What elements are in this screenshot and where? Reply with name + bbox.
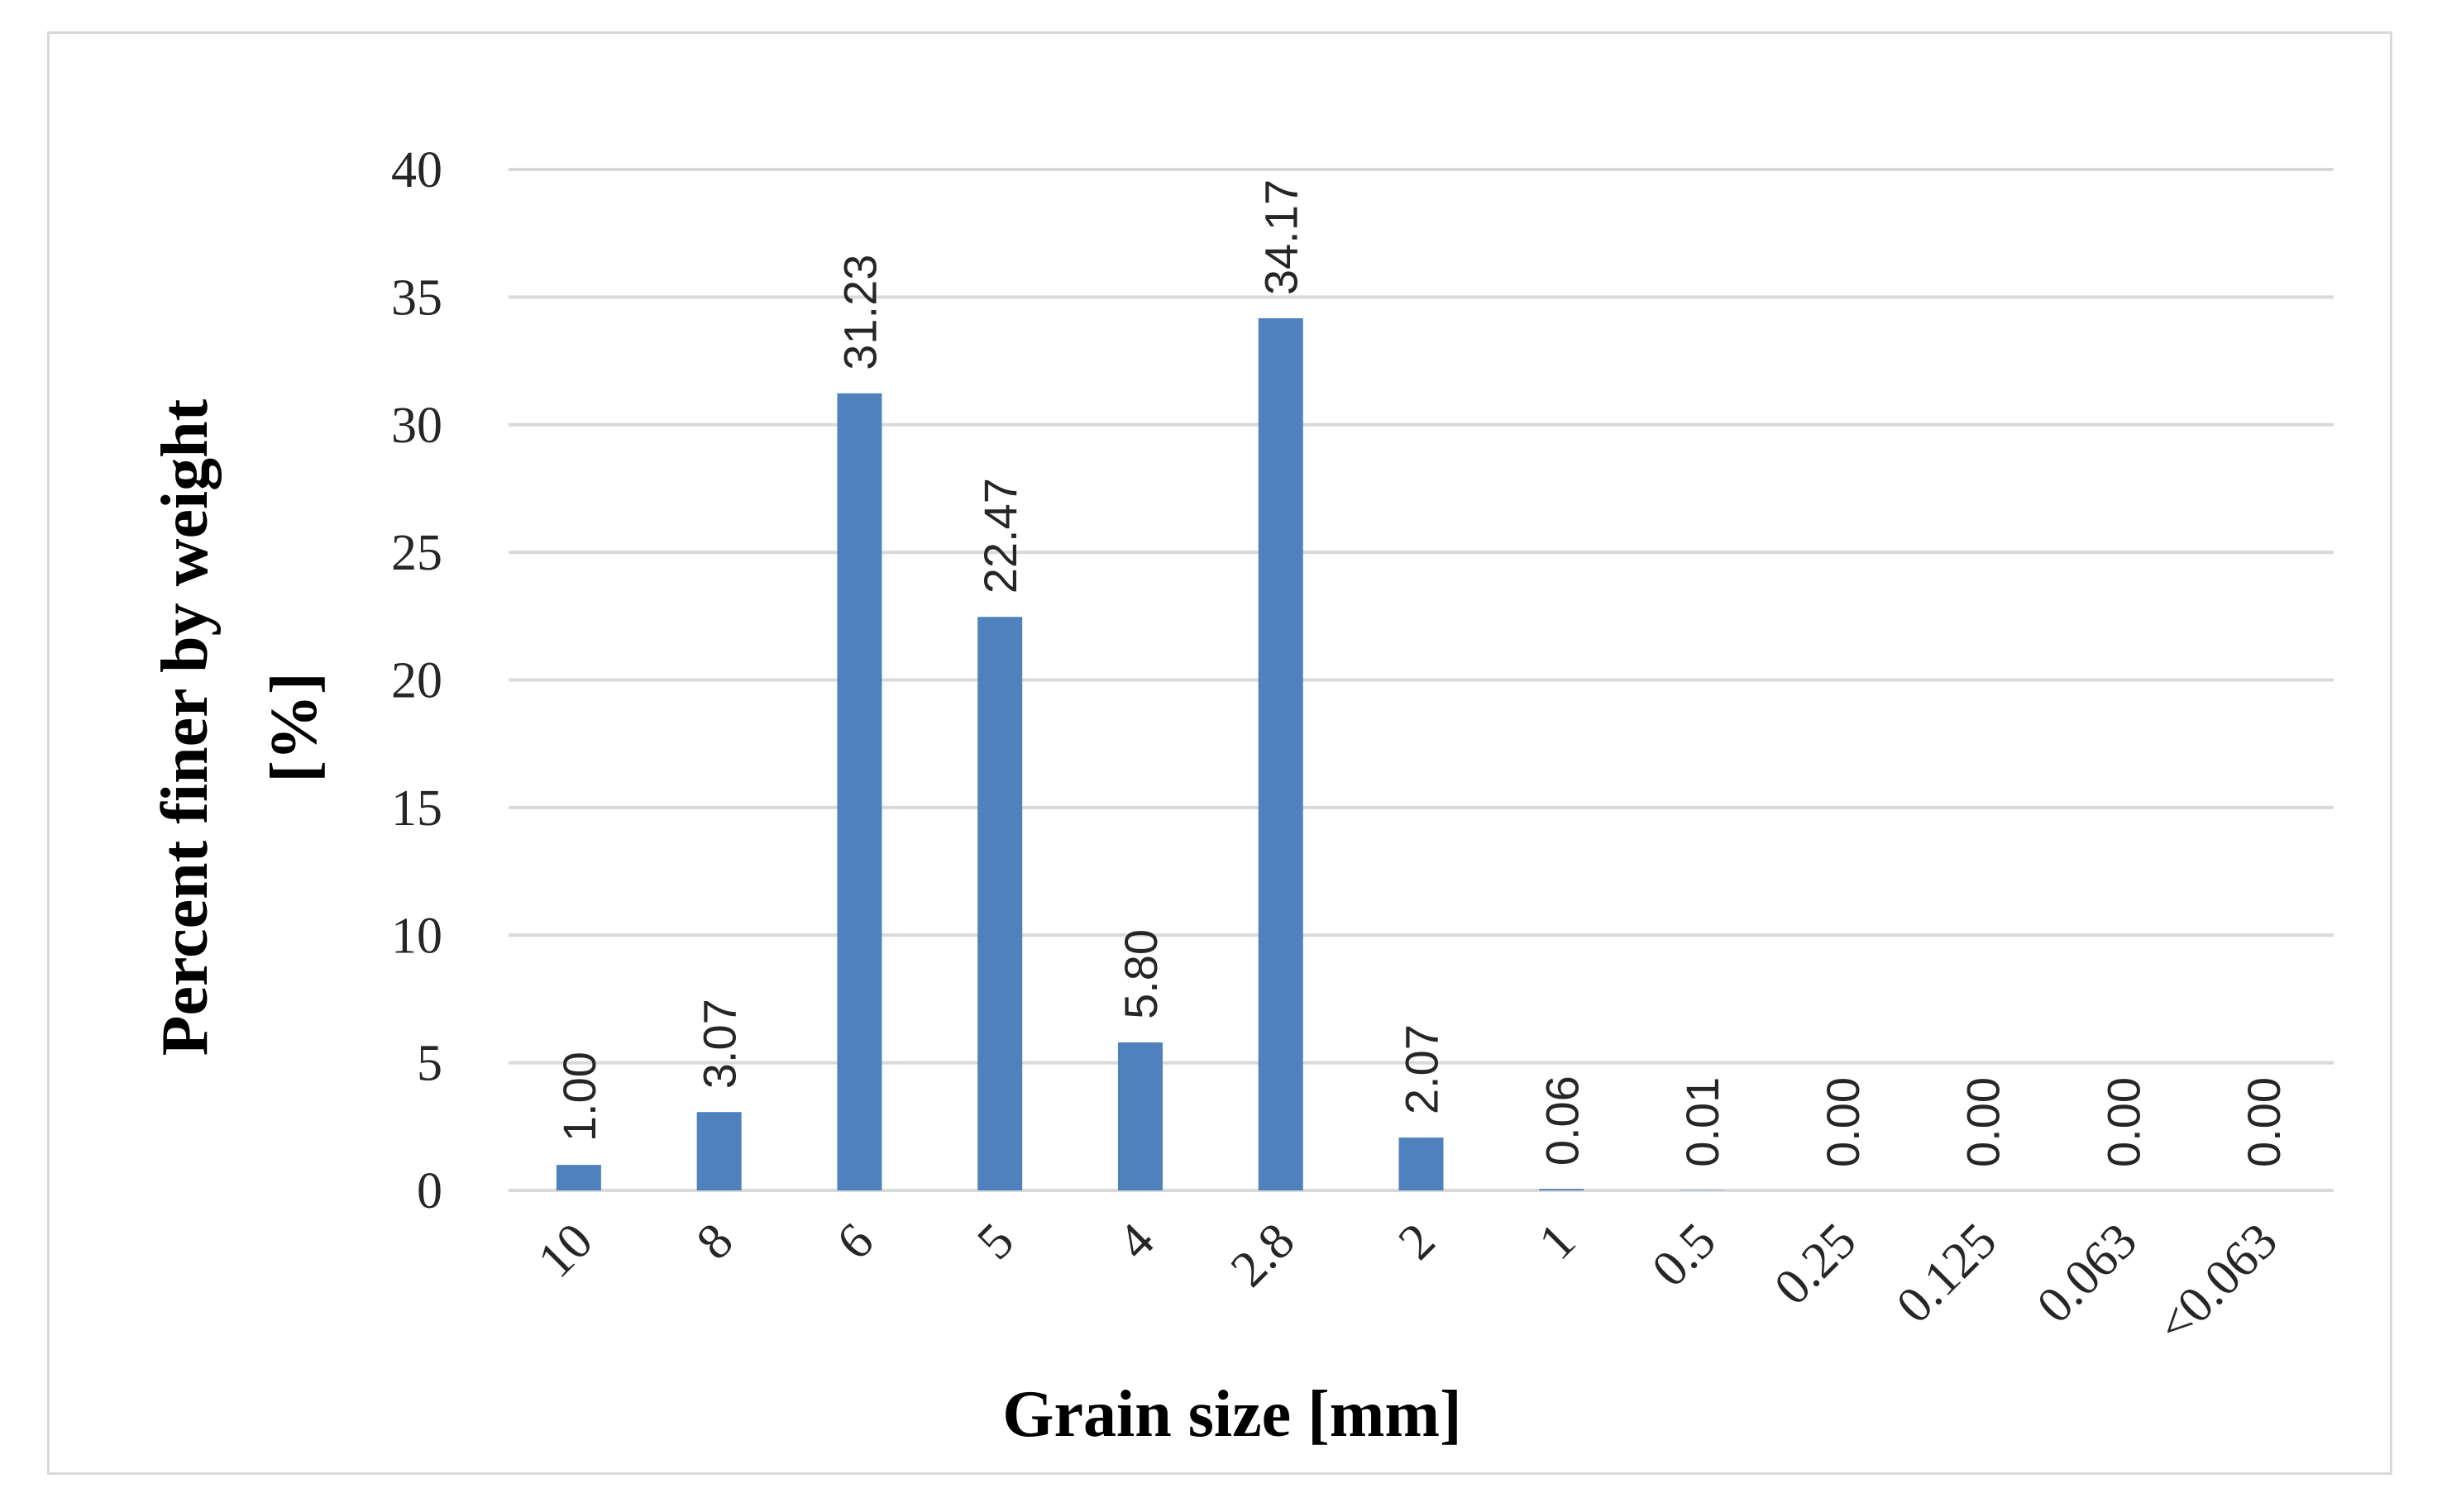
x-tick-label-1: 8 — [686, 1213, 744, 1271]
y-tick-label-10: 10 — [391, 908, 442, 964]
data-label-10: 1.00 — [553, 1052, 605, 1142]
bars — [556, 318, 1725, 1191]
x-tick-label-12: <0.063 — [2147, 1213, 2288, 1354]
data-label-5: 22.47 — [974, 478, 1026, 594]
bar-10 — [556, 1165, 601, 1190]
bar-2.8 — [1258, 318, 1303, 1191]
y-tick-label-35: 35 — [391, 269, 442, 326]
x-tick-label-0: 10 — [528, 1213, 604, 1289]
data-label-0.5: 0.01 — [1676, 1077, 1728, 1167]
data-label-2: 2.07 — [1396, 1024, 1448, 1114]
x-tick-label-4: 4 — [1107, 1213, 1165, 1271]
bar-8 — [696, 1112, 742, 1190]
y-axis-title-line-2: [%] — [258, 672, 331, 782]
x-tick-label-10: 0.125 — [1886, 1213, 2008, 1334]
data-label-4: 5.80 — [1115, 929, 1167, 1019]
x-tick-label-3: 5 — [967, 1213, 1025, 1271]
bar-1 — [1539, 1189, 1584, 1190]
y-tick-label-0: 0 — [417, 1163, 442, 1219]
bar-4 — [1117, 1042, 1163, 1190]
y-axis-ticks: 0 5 10 15 20 25 30 35 40 — [391, 142, 442, 1219]
y-tick-label-25: 25 — [391, 525, 442, 581]
y-tick-label-15: 15 — [391, 780, 442, 837]
x-axis-title: Grain size [mm] — [1002, 1378, 1461, 1451]
y-tick-label-30: 30 — [391, 398, 442, 454]
y-tick-label-20: 20 — [391, 653, 442, 709]
x-tick-label-2: 6 — [826, 1213, 884, 1271]
data-label-1: 0.06 — [1536, 1076, 1588, 1166]
x-axis-ticks: 10 8 6 5 4 2.8 2 1 0.5 0.25 0.125 0.063<0.063 — [528, 1213, 2288, 1354]
chart-frame — [47, 31, 2392, 1475]
data-label-0.125: 0.00 — [1957, 1077, 2009, 1167]
x-tick-label-5: 2.8 — [1221, 1213, 1306, 1298]
x-tick-label-9: 0.25 — [1764, 1213, 1867, 1316]
x-tick-label-11: 0.063 — [2027, 1213, 2148, 1334]
data-label-0.25: 0.00 — [1817, 1077, 1869, 1167]
data-label-0.063: 0.00 — [2097, 1077, 2149, 1167]
gridlines — [509, 168, 2334, 1192]
bar-5 — [977, 617, 1023, 1190]
y-axis-title: Percent finer by weight [%] — [149, 398, 331, 1056]
y-tick-label-5: 5 — [417, 1036, 442, 1092]
data-label-8: 3.07 — [694, 999, 746, 1089]
data-label-6: 31.23 — [834, 255, 886, 370]
data-labels: 1.00 3.07 31.23 22.47 5.80 34.17 2.07 0.06 0.01 0… — [553, 179, 2290, 1167]
x-tick-label-6: 2 — [1388, 1213, 1445, 1271]
bar-6 — [837, 393, 882, 1190]
data-label-<0.063: 0.00 — [2238, 1077, 2290, 1167]
x-tick-label-8: 0.5 — [1641, 1213, 1727, 1298]
bar-2 — [1398, 1138, 1444, 1190]
y-axis-title-line-1: Percent finer by weight — [149, 398, 222, 1056]
y-tick-label-40: 40 — [391, 142, 442, 198]
data-label-2.8: 34.17 — [1255, 179, 1307, 295]
x-tick-label-7: 1 — [1528, 1213, 1586, 1271]
